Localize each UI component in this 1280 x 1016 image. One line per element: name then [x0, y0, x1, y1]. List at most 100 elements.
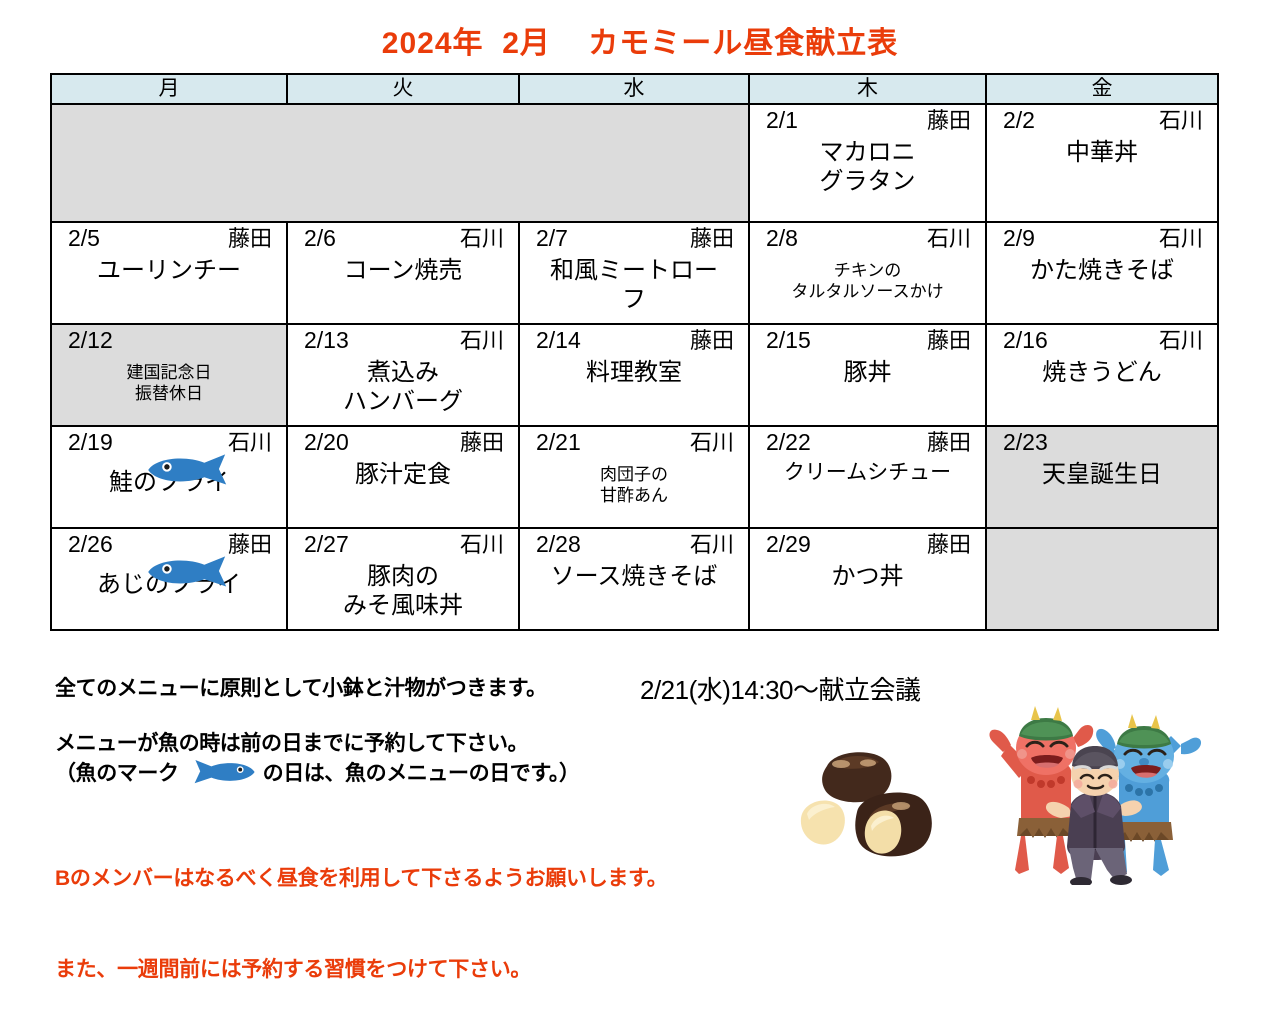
cell-header: 2/7 藤田 — [520, 223, 748, 251]
cell-header: 2/19 石川 — [52, 427, 286, 455]
cell-staff-name: 藤田 — [926, 108, 971, 133]
cell-header: 2/26 藤田 — [52, 529, 286, 557]
cell-date: 2/29 — [766, 531, 811, 557]
cell-date: 2/1 — [766, 107, 798, 133]
cell-menu-text: ユーリンチー — [97, 257, 241, 285]
cell-date: 2/26 — [68, 531, 113, 557]
blue-oni — [1096, 714, 1202, 876]
cell-date: 2/28 — [536, 531, 581, 557]
cell-menu-text: 料理教室 — [586, 359, 682, 387]
calendar-cell-day: 2/26 藤田 あじのフライ — [50, 527, 288, 631]
cell-menu-text: 建国記念日 振替休日 — [126, 363, 212, 403]
note-member-request: Bのメンバーはなるべく昼食を利用して下さるようお願いします。 また、一週間前には… — [55, 803, 668, 1016]
weekday-header-thu: 木 — [748, 73, 987, 105]
cell-staff-name: 石川 — [1158, 328, 1203, 353]
cell-header: 2/12 — [52, 325, 286, 353]
weekday-header-tue: 火 — [286, 73, 520, 105]
cell-menu-text: 豚汁定食 — [355, 461, 451, 489]
cell-date: 2/23 — [1003, 429, 1048, 455]
cell-date: 2/8 — [766, 225, 798, 251]
calendar-cell-day: 2/2 石川 中華丼 — [985, 103, 1219, 223]
calendar-cell-day: 2/19 石川 鮭のフライ — [50, 425, 288, 529]
cell-staff-name: 石川 — [459, 226, 504, 251]
cell-menu-text: かつ丼 — [831, 563, 904, 591]
chocolate-beans-illustration — [800, 752, 932, 857]
cell-header: 2/6 石川 — [288, 223, 518, 251]
cell-staff-name: 藤田 — [926, 430, 971, 455]
note-side-dishes: 全てのメニューに原則として小鉢と汁物がつきます。 — [55, 677, 547, 700]
note-member-request-line1: Bのメンバーはなるべく昼食を利用して下さるようお願いします。 — [55, 866, 668, 890]
calendar-cell-day: 2/5 藤田ユーリンチー — [50, 221, 288, 325]
cell-date: 2/22 — [766, 429, 811, 455]
cell-staff-name: 石川 — [459, 532, 504, 557]
cell-menu-text: チキンの タルタルソースかけ — [791, 261, 944, 301]
cell-header: 2/22 藤田 — [750, 427, 985, 455]
cell-staff-name: 石川 — [1158, 226, 1203, 251]
cell-date: 2/5 — [68, 225, 100, 251]
cell-date: 2/15 — [766, 327, 811, 353]
cell-header: 2/27 石川 — [288, 529, 518, 557]
cell-header: 2/21 石川 — [520, 427, 748, 455]
calendar-cell-day: 2/6 石川コーン焼売 — [286, 221, 520, 325]
calendar-cell-day: 2/7 藤田和風ミートロー フ — [518, 221, 750, 325]
cell-menu-text: 豚肉の みそ風味丼 — [343, 563, 463, 619]
cell-header: 2/16 石川 — [987, 325, 1217, 353]
cell-date: 2/14 — [536, 327, 581, 353]
fish-icon — [148, 454, 227, 485]
cell-staff-name: 藤田 — [689, 226, 734, 251]
cell-date: 2/19 — [68, 429, 113, 455]
note-fish-mark-prefix: （魚のマーク — [55, 762, 179, 785]
calendar-cell-day: 2/16 石川 焼きうどん — [985, 323, 1219, 427]
calendar-week-row: 2/1 藤田 マカロニ グラタン 2/2 石川 中華丼 — [50, 103, 1219, 223]
cell-date: 2/21 — [536, 429, 581, 455]
cell-menu-text: 和風ミートロー フ — [550, 257, 718, 313]
cell-staff-name: 藤田 — [459, 430, 504, 455]
cell-header: 2/14 藤田 — [520, 325, 748, 353]
cell-date: 2/16 — [1003, 327, 1048, 353]
calendar-cell-day: 2/12 建国記念日 振替休日 — [50, 323, 288, 427]
cell-header: 2/20 藤田 — [288, 427, 518, 455]
calendar-cell-day: 2/22 藤田クリームシチュー — [748, 425, 987, 529]
calendar-cell-day: 2/1 藤田 マカロニ グラタン — [748, 103, 987, 223]
calendar-week-row: 2/12 建国記念日 振替休日 2/13 石川 煮込み ハンバーグ 2/14 藤田 料理教室 2… — [50, 323, 1219, 427]
fish-icon — [194, 760, 255, 784]
cell-menu-text: コーン焼売 — [343, 257, 463, 285]
note-menu-meeting: 2/21(水)14:30〜献立会議 — [640, 675, 921, 705]
cell-date: 2/2 — [1003, 107, 1035, 133]
calendar-week-row: 2/26 藤田 あじのフライ 2/27 石川豚肉の みそ風味丼 2/28 石川ソース焼きそ… — [50, 527, 1219, 631]
cell-menu-text: ソース焼きそば — [550, 563, 718, 591]
note-fish-mark-suffix: の日は、魚のメニューの日です。） — [262, 762, 580, 785]
cell-staff-name: 石川 — [926, 226, 971, 251]
cell-header: 2/15 藤田 — [750, 325, 985, 353]
cell-header: 2/28 石川 — [520, 529, 748, 557]
cell-staff-name: 石川 — [227, 430, 272, 455]
calendar-cell-day: 2/28 石川ソース焼きそば — [518, 527, 750, 631]
cell-header: 2/29 藤田 — [750, 529, 985, 557]
cell-header: 2/5 藤田 — [52, 223, 286, 251]
fish-icon — [148, 556, 227, 587]
cell-date: 2/7 — [536, 225, 568, 251]
cell-header: 2/9 石川 — [987, 223, 1217, 251]
cell-header: 2/2 石川 — [987, 105, 1217, 133]
calendar-cell-day: 2/29 藤田 かつ丼 — [748, 527, 987, 631]
cell-date: 2/27 — [304, 531, 349, 557]
cell-staff-name: 石川 — [459, 328, 504, 353]
cell-menu-text: クリームシチュー — [783, 461, 952, 485]
calendar-cell-blank — [50, 103, 750, 223]
setsubun-illustration — [989, 706, 1202, 885]
cell-staff-name: 石川 — [689, 532, 734, 557]
calendar-cell-day: 2/8 石川チキンの タルタルソースかけ — [748, 221, 987, 325]
cell-staff-name: 藤田 — [926, 532, 971, 557]
cell-menu-text: 煮込み ハンバーグ — [343, 359, 463, 415]
cell-header: 2/13 石川 — [288, 325, 518, 353]
cell-header: 2/1 藤田 — [750, 105, 985, 133]
cell-date: 2/6 — [304, 225, 336, 251]
weekday-header-fri: 金 — [985, 73, 1219, 105]
note-member-request-line2: また、一週間前には予約する習慣をつけて下さい。 — [55, 958, 532, 982]
calendar-week-row: 2/5 藤田 ユーリンチー 2/6 石川 コーン焼売 2/7 藤田 和風ミートロー フ 2/8 石川… — [50, 221, 1219, 325]
weekday-header-wed: 水 — [518, 73, 750, 105]
weekday-header-mon: 月 — [50, 73, 288, 105]
cell-staff-name: 藤田 — [926, 328, 971, 353]
cell-menu-text: 肉団子の 甘酢あん — [600, 465, 668, 505]
cell-date: 2/13 — [304, 327, 349, 353]
